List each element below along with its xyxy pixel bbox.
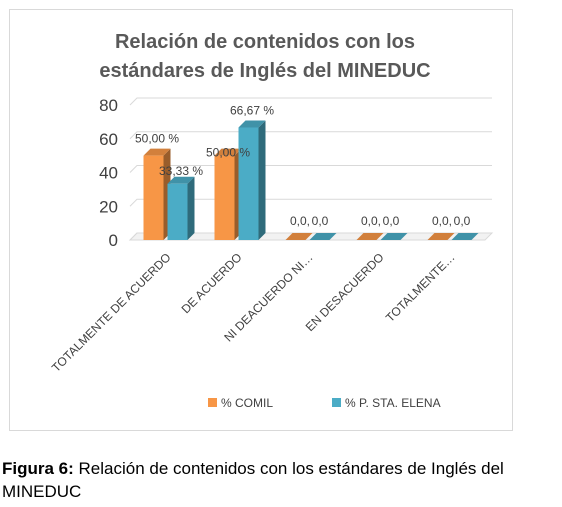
- bar-side-s1-c1: [258, 120, 266, 240]
- chart-svg: Relación de contenidos con los estándares…: [49, 31, 494, 410]
- caption-text: Relación de contenidos con los estándare…: [2, 459, 504, 501]
- bar-top-s0-c3: [356, 233, 384, 240]
- bar-top-s0-c1: [214, 148, 242, 156]
- bar-top-s0-c2: [285, 233, 313, 240]
- bar-top-s1-c1: [238, 120, 266, 128]
- bar-front-s0-c1: [214, 155, 235, 240]
- bar-top-s1-c0: [167, 176, 195, 184]
- y-tick-label-1: 20: [99, 197, 118, 216]
- data-label-s1-c3: 0,0: [383, 214, 400, 228]
- gridline-3: [129, 131, 492, 140]
- y-tick-label-3: 60: [99, 130, 118, 149]
- chart-title-line-0: Relación de contenidos con los: [115, 31, 415, 53]
- legend-label-1: % P. STA. ELENA: [345, 396, 441, 410]
- x-tick-label-3: EN DESACUERDO: [303, 250, 387, 334]
- bar-side-s1-c0: [187, 176, 195, 240]
- caption-label: Figura 6:: [2, 459, 74, 478]
- legend-swatch-0: [208, 398, 217, 407]
- bar-top-s0-c4: [427, 233, 455, 240]
- bar-front-s1-c0: [167, 183, 188, 240]
- bar-top-s1-c2: [309, 233, 337, 240]
- data-label-s1-c2: 0,0: [312, 214, 329, 228]
- bar-top-s0-c0: [143, 148, 171, 156]
- legend-swatch-1: [332, 398, 341, 407]
- data-label-s0-c4: 0,0,: [432, 214, 452, 228]
- data-label-s1-c4: 0,0: [454, 214, 471, 228]
- bar-front-s1-c1: [238, 127, 259, 240]
- gridline-1: [129, 198, 492, 207]
- data-label-s0-c0: 50,00 %: [135, 132, 179, 146]
- data-label-s0-c1: 50,00 %: [206, 146, 250, 160]
- bar-top-s1-c4: [451, 233, 479, 240]
- chart-frame: Relación de contenidos con los estándares…: [9, 9, 513, 431]
- chart-title-line-1: estándares de Inglés del MINEDUC: [99, 60, 430, 82]
- data-label-s1-c0: 33,33 %: [159, 164, 203, 178]
- gridline-2: [129, 165, 492, 173]
- data-label-s0-c2: 0,0,: [290, 214, 310, 228]
- x-tick-label-4: TOTALMENTE…: [383, 250, 458, 325]
- y-tick-label-2: 40: [99, 164, 118, 183]
- bar-top-s1-c3: [380, 233, 408, 240]
- data-label-s1-c1: 66,67 %: [230, 103, 274, 117]
- bar-front-s0-c0: [143, 155, 164, 240]
- legend-label-0: % COMIL: [221, 396, 273, 410]
- data-label-s0-c3: 0,0,: [361, 214, 381, 228]
- gridline-4: [129, 97, 492, 106]
- x-tick-label-0: TOTALMENTE DE ACUERDO: [49, 250, 174, 375]
- x-tick-label-1: DE ACUERDO: [179, 250, 245, 316]
- y-tick-label-0: 0: [109, 231, 118, 250]
- y-tick-label-4: 80: [99, 96, 118, 115]
- figure-caption: Figura 6: Relación de contenidos con los…: [2, 457, 542, 503]
